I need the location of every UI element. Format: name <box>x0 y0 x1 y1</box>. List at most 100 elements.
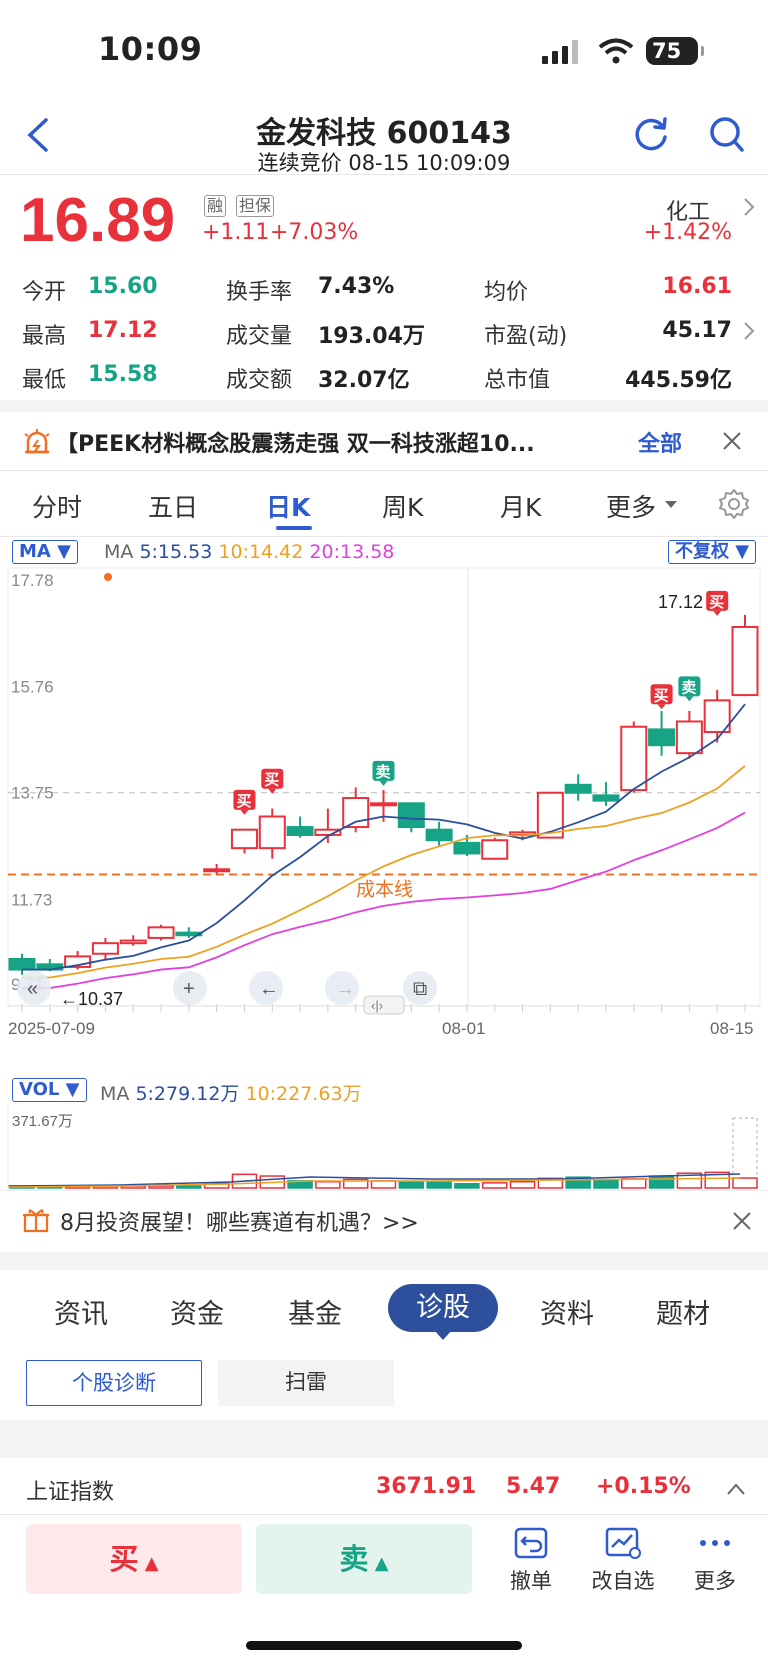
tab-capital[interactable]: 资金 <box>170 1299 224 1330</box>
sector-name[interactable]: 化工 <box>665 200 710 225</box>
index-change: 5.47 <box>506 1474 561 1499</box>
chart-tool-icon: ← <box>259 978 279 1000</box>
volume-bar <box>315 1180 341 1189</box>
tabs-divider <box>0 536 768 537</box>
sell-signal-marker <box>678 676 701 697</box>
index-name: 上证指数 <box>26 1480 115 1505</box>
quote-label: 今开 <box>22 280 67 305</box>
candle-body <box>64 955 92 968</box>
news-text[interactable]: 【PEEK材料概念股震荡走强 双一科技涨超10... <box>56 432 535 457</box>
news-all-link[interactable]: 全部 <box>638 432 683 457</box>
signal-label: 买 <box>654 687 669 704</box>
settings-gear-icon[interactable] <box>718 488 750 520</box>
volume-bar <box>704 1171 730 1189</box>
min-price-label: ←10.37 <box>60 989 123 1009</box>
candle-body <box>481 839 509 860</box>
news-bar[interactable]: 【PEEK材料概念股震荡走强 双一科技涨超10... 全部 <box>0 412 768 468</box>
more-button[interactable]: 更多 <box>670 1526 760 1595</box>
candle-body <box>230 828 258 850</box>
quote-value: 193.04万 <box>318 324 425 349</box>
ma20-line <box>22 811 746 989</box>
candle-body <box>425 828 453 842</box>
signal-label: 买 <box>264 772 279 789</box>
candle-body <box>564 783 592 794</box>
sector-chevron-icon[interactable] <box>742 196 756 218</box>
promo-close-icon[interactable] <box>732 1211 752 1231</box>
tab-weekly-k[interactable]: 周K <box>382 493 424 522</box>
index-pct: +0.15% <box>596 1474 691 1499</box>
more-dropdown-icon[interactable] <box>664 500 678 510</box>
tab-five-day[interactable]: 五日 <box>148 493 199 522</box>
x-axis-label: 2025-07-09 <box>8 1019 95 1036</box>
candle-body <box>592 794 620 802</box>
buy-signal-marker <box>650 684 673 705</box>
candle-body <box>147 926 175 939</box>
alarm-icon <box>24 429 50 454</box>
home-indicator <box>246 1641 522 1650</box>
candle-body <box>370 802 397 807</box>
stock-diagnosis-button[interactable]: 个股诊断 <box>26 1360 202 1406</box>
tab-diagnosis[interactable]: 诊股 <box>388 1284 498 1332</box>
tab-more[interactable]: 更多 <box>606 493 657 522</box>
search-icon[interactable] <box>708 115 746 155</box>
index-bar[interactable]: 上证指数 3671.91 5.47 +0.15% <box>0 1462 768 1514</box>
tab-monthly-k[interactable]: 月K <box>500 493 542 522</box>
y-axis-label: 11.73 <box>11 890 52 909</box>
tab-funds[interactable]: 基金 <box>288 1299 342 1330</box>
active-tab-indicator <box>276 526 312 530</box>
candle-body <box>119 939 147 945</box>
news-close-icon[interactable] <box>722 431 742 451</box>
cancel-order-button[interactable]: 撤单 <box>486 1526 576 1595</box>
buy-button[interactable]: 买 ▲ <box>26 1524 242 1594</box>
refresh-icon[interactable] <box>632 115 670 153</box>
quote-label: 成交额 <box>226 368 293 393</box>
volume-bar <box>481 1182 508 1189</box>
tab-themes[interactable]: 题材 <box>656 1299 710 1330</box>
tab-daily-k[interactable]: 日K <box>266 493 311 522</box>
quote-value: 45.17 <box>662 318 732 343</box>
quote-value: 15.58 <box>88 362 158 387</box>
tab-intraday[interactable]: 分时 <box>32 493 83 522</box>
vol-ma-prefix: MA <box>100 1083 130 1105</box>
promo-text[interactable]: 8月投资展望！哪些赛道有机遇？>> <box>60 1211 419 1236</box>
price-change-pct: +7.03% <box>270 220 359 245</box>
scroll-handle <box>363 995 405 1015</box>
watchlist-chart-icon <box>605 1527 641 1559</box>
expand-up-icon[interactable] <box>726 1482 746 1496</box>
candlestick-chart[interactable]: 17.7815.7613.7511.739.71成本线17.12→←10.37买… <box>0 566 768 1036</box>
candle-body <box>675 720 703 755</box>
more-dots-icon <box>700 1540 730 1546</box>
current-price: 16.89 <box>20 186 176 255</box>
chart-tool-icon: « <box>27 978 38 1000</box>
ma10-line <box>22 765 746 979</box>
tab-news[interactable]: 资讯 <box>54 1299 108 1330</box>
candle-body <box>286 826 314 836</box>
quote-label: 换手率 <box>226 280 293 305</box>
vol-ma-values: MA 5:279.12万 10:227.63万 <box>100 1079 362 1106</box>
promo-bar[interactable]: 8月投资展望！哪些赛道有机遇？>> <box>0 1190 768 1250</box>
risk-scan-button[interactable]: 扫雷 <box>218 1360 394 1406</box>
sell-button[interactable]: 卖 ▲ <box>256 1524 472 1594</box>
y-axis-label: 15.76 <box>11 678 54 697</box>
candle-body <box>453 841 481 855</box>
vol-ma5-value: 5:279.12万 <box>135 1083 240 1105</box>
cancel-order-icon <box>514 1527 548 1559</box>
adjust-button[interactable]: 不复权 ▼ <box>668 540 757 564</box>
signal-pointer <box>713 610 722 616</box>
quote-value: 16.61 <box>662 274 732 299</box>
tab-profile[interactable]: 资料 <box>540 1299 594 1330</box>
pe-chevron-icon[interactable] <box>742 320 756 342</box>
quote-label: 成交量 <box>226 324 293 349</box>
ma-indicator-button[interactable]: MA ▼ <box>12 540 78 564</box>
signal-pointer <box>379 780 388 786</box>
back-icon[interactable] <box>26 118 50 152</box>
quote-label: 最低 <box>22 368 67 393</box>
signal-pointer <box>685 696 694 702</box>
edit-watchlist-button[interactable]: 改自选 <box>578 1526 668 1595</box>
sell-signal-marker <box>372 760 395 781</box>
quote-value: 15.60 <box>88 274 158 299</box>
quote-value: 17.12 <box>88 318 158 343</box>
ma10-value: 10:14.42 <box>218 541 304 563</box>
scroll-handle-icon: ‹|› <box>371 998 383 1013</box>
vol-indicator-button[interactable]: VOL ▼ <box>12 1078 87 1102</box>
